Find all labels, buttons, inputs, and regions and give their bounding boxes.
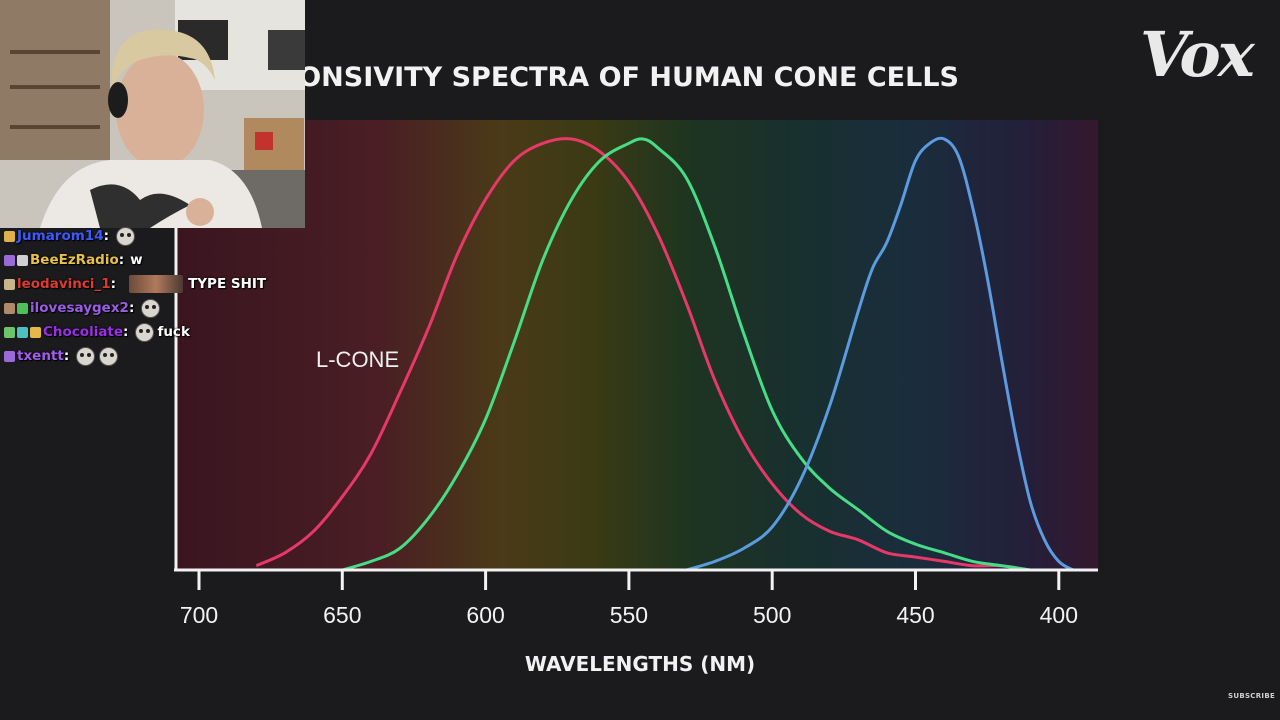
chat-separator: : [110, 276, 117, 292]
chat-message-text: TYPE SHIT [188, 276, 267, 292]
series-line-2 [341, 137, 1031, 572]
chat-message: BeeEzRadio: w [4, 250, 143, 270]
x-axis-title: WAVELENGTHS (NM) [525, 652, 755, 676]
streamer-webcam [0, 0, 305, 228]
x-tick-label-550: 550 [610, 602, 648, 628]
chat-emote-icon [135, 322, 155, 342]
chat-separator: : [103, 228, 110, 244]
chat-username[interactable]: leodavinci_1 [17, 276, 111, 292]
chat-message: txentt: [4, 346, 119, 366]
vox-logo: Vox [1140, 18, 1255, 91]
chat-emote-icon [99, 346, 119, 366]
chat-username[interactable]: BeeEzRadio [30, 252, 119, 268]
chat-message-text: fuck [157, 324, 190, 340]
chat-badge-icon [30, 326, 41, 338]
chat-emote-icon [76, 346, 96, 366]
chart-title: SPONSIVITY SPECTRA OF HUMAN CONE CELLS [305, 60, 1065, 100]
x-tick-label-450: 450 [896, 602, 934, 628]
chat-badge-icon [17, 326, 28, 338]
chat-badge-icon [17, 302, 28, 314]
chat-badge-icon [4, 326, 15, 338]
series-line-3 [685, 136, 1074, 572]
x-tick-label-650: 650 [323, 602, 361, 628]
chat-badge-icon [4, 302, 15, 314]
chat-username[interactable]: Chocoliate [43, 324, 124, 340]
chat-separator: : [118, 252, 125, 268]
chat-message: ilovesaygex2: [4, 298, 161, 318]
chat-separator: : [128, 300, 135, 316]
chart-title-text: SPONSIVITY SPECTRA OF HUMAN CONE CELLS [305, 62, 959, 93]
chat-message: leodavinci_1: TYPE SHIT [4, 274, 266, 294]
chat-badge-icon [4, 230, 15, 242]
series-label-l-cone: L-CONE [316, 347, 399, 372]
chat-badge-icon [4, 254, 15, 266]
chat-badge-icon [17, 254, 28, 266]
chat-username[interactable]: txentt [17, 348, 64, 364]
chat-message: Jumarom14: [4, 226, 136, 246]
chat-separator: : [63, 348, 70, 364]
chat-username[interactable]: Jumarom14 [17, 228, 104, 244]
x-tick-label-700: 700 [180, 602, 218, 628]
chat-emote-icon [129, 275, 184, 293]
chat-separator: : [123, 324, 129, 340]
series-line-1 [255, 137, 1031, 572]
chat-badge-icon [4, 350, 15, 362]
chat-emote-icon [141, 298, 161, 318]
chat-badge-icon [4, 278, 15, 290]
x-tick-label-400: 400 [1040, 602, 1078, 628]
chat-username[interactable]: ilovesaygex2 [30, 300, 129, 316]
subscribe-watermark: SUBSCRIBE [1228, 692, 1276, 700]
chat-message: Chocoliate: fuck [4, 322, 190, 342]
x-tick-label-500: 500 [753, 602, 791, 628]
chat-message-text: w [130, 252, 143, 268]
spectrum-background [178, 120, 1098, 570]
webcam-image [0, 0, 305, 228]
chat-emote-icon [116, 226, 136, 246]
x-tick-label-600: 600 [466, 602, 504, 628]
